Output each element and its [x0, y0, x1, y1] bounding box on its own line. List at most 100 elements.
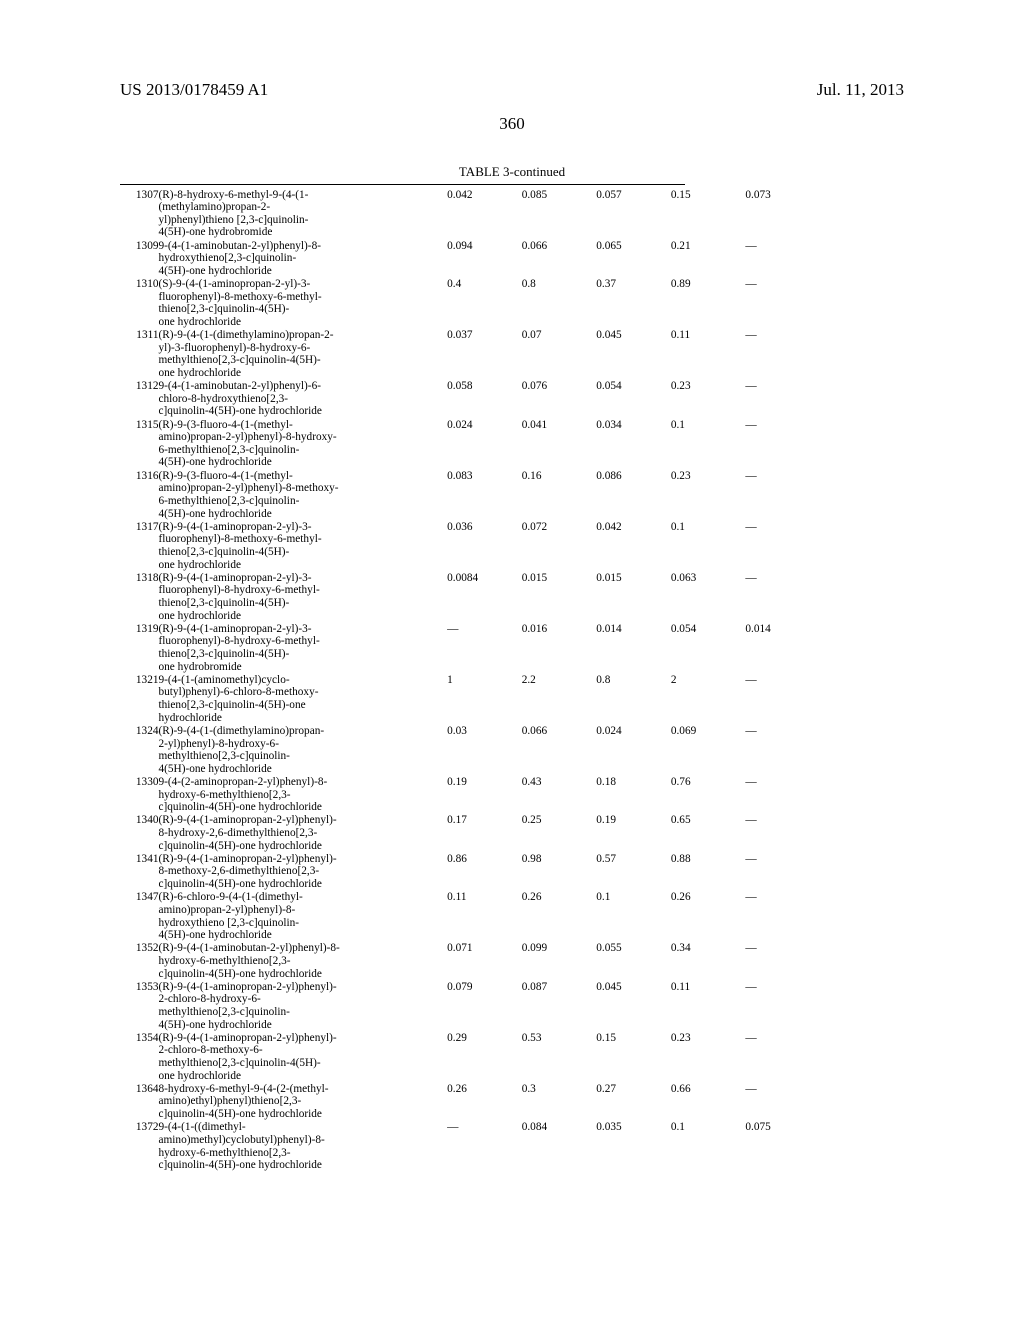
value-cell: 0.16	[522, 469, 597, 520]
compound-id: 1353	[120, 980, 158, 1031]
value-cell: 0.024	[596, 724, 671, 775]
value-cell: 0.045	[596, 980, 671, 1031]
value-cell: 0.23	[671, 469, 746, 520]
value-cell: 0.014	[596, 622, 671, 673]
value-cell: 0.083	[447, 469, 522, 520]
compound-id: 1354	[120, 1031, 158, 1082]
value-cell: 0.8	[522, 277, 597, 328]
compound-name-line: 2-chloro-8-methoxy-6-	[158, 1044, 447, 1057]
compound-name-line: c]quinolin-4(5H)-one hydrochloride	[158, 1159, 447, 1172]
value-cell: 0.88	[671, 852, 746, 890]
value-cell: 0.21	[671, 239, 746, 277]
value-cell: 0.072	[522, 520, 597, 571]
compound-id: 1310	[120, 277, 158, 328]
value-cell: 0.024	[447, 418, 522, 469]
value-cell: 0.087	[522, 980, 597, 1031]
compound-name: 9-(4-(1-aminobutan-2-yl)phenyl)-6-chloro…	[158, 380, 447, 418]
value-cell: 0.075	[745, 1121, 820, 1172]
table-row: 1319(R)-9-(4-(1-aminopropan-2-yl)-3-fluo…	[120, 622, 820, 673]
table-row: 13099-(4-(1-aminobutan-2-yl)phenyl)-8-hy…	[120, 239, 820, 277]
compound-name-line: 9-(4-(1-(aminomethyl)cyclo-	[158, 674, 447, 687]
value-cell: 0.063	[671, 571, 746, 622]
value-cell: —	[745, 673, 820, 724]
compound-name-line: amino)propan-2-yl)phenyl)-8-hydroxy-	[158, 431, 447, 444]
compound-name: (R)-9-(4-(1-(dimethylamino)propan-2-yl)p…	[158, 724, 447, 775]
value-cell: 0.26	[447, 1082, 522, 1120]
table-row: 1354(R)-9-(4-(1-aminopropan-2-yl)phenyl)…	[120, 1031, 820, 1082]
compound-name-line: chloro-8-hydroxythieno[2,3-	[158, 393, 447, 406]
table-row: 1352(R)-9-(4-(1-aminobutan-2-yl)phenyl)-…	[120, 942, 820, 980]
value-cell: —	[745, 814, 820, 852]
compound-name-line: (R)-9-(3-fluoro-4-(1-(methyl-	[158, 470, 447, 483]
value-cell: —	[745, 571, 820, 622]
compound-name: (R)-9-(4-(1-aminopropan-2-yl)-3-fluoroph…	[158, 520, 447, 571]
compound-id: 1316	[120, 469, 158, 520]
value-cell: 0.15	[671, 188, 746, 239]
compound-name: (R)-8-hydroxy-6-methyl-9-(4-(1-(methylam…	[158, 188, 447, 239]
value-cell: —	[745, 891, 820, 942]
value-cell: 0.53	[522, 1031, 597, 1082]
compound-name-line: thieno[2,3-c]quinolin-4(5H)-	[158, 648, 447, 661]
compound-id: 1324	[120, 724, 158, 775]
value-cell: 0.054	[671, 622, 746, 673]
value-cell: —	[745, 520, 820, 571]
compound-name-line: one hydrochloride	[158, 367, 447, 380]
compound-name: (R)-9-(4-(1-aminopropan-2-yl)phenyl)-8-m…	[158, 852, 447, 890]
compound-name-line: 6-methylthieno[2,3-c]quinolin-	[158, 495, 447, 508]
compound-name-line: amino)ethyl)phenyl)thieno[2,3-	[158, 1095, 447, 1108]
compound-name-line: c]quinolin-4(5H)-one hydrochloride	[158, 801, 447, 814]
compound-id: 1330	[120, 775, 158, 813]
value-cell: 0.98	[522, 852, 597, 890]
compound-id: 1364	[120, 1082, 158, 1120]
compound-name: (R)-9-(4-(1-(dimethylamino)propan-2-yl)-…	[158, 329, 447, 380]
compound-name-line: one hydrochloride	[158, 1070, 447, 1083]
value-cell: 0.29	[447, 1031, 522, 1082]
value-cell: —	[745, 942, 820, 980]
compound-name-line: thieno[2,3-c]quinolin-4(5H)-	[158, 546, 447, 559]
compound-name-line: c]quinolin-4(5H)-one hydrochloride	[158, 840, 447, 853]
compound-id: 1307	[120, 188, 158, 239]
value-cell: 0.041	[522, 418, 597, 469]
table-row: 13309-(4-(2-aminopropan-2-yl)phenyl)-8-h…	[120, 775, 820, 813]
value-cell: 0.66	[671, 1082, 746, 1120]
patent-page: US 2013/0178459 A1 Jul. 11, 2013 360 TAB…	[0, 0, 1024, 1320]
value-cell: 0.071	[447, 942, 522, 980]
table-row: 1353(R)-9-(4-(1-aminopropan-2-yl)phenyl)…	[120, 980, 820, 1031]
value-cell: 0.045	[596, 329, 671, 380]
compound-name-line: c]quinolin-4(5H)-one hydrochloride	[158, 1108, 447, 1121]
value-cell: 0.086	[596, 469, 671, 520]
value-cell: 0.055	[596, 942, 671, 980]
value-cell: —	[745, 329, 820, 380]
value-cell: 0.37	[596, 277, 671, 328]
compound-name-line: (R)-9-(4-(1-aminopropan-2-yl)-3-	[158, 572, 447, 585]
compound-name-line: yl)phenyl)thieno [2,3-c]quinolin-	[158, 214, 447, 227]
table-top-rule	[120, 184, 685, 185]
value-cell: 0.073	[745, 188, 820, 239]
value-cell: —	[745, 980, 820, 1031]
compound-name-line: 4(5H)-one hydrochloride	[158, 1019, 447, 1032]
value-cell: 0.0084	[447, 571, 522, 622]
value-cell: 0.3	[522, 1082, 597, 1120]
compound-name-line: thieno[2,3-c]quinolin-4(5H)-one	[158, 699, 447, 712]
value-cell: 0.015	[596, 571, 671, 622]
value-cell: 0.076	[522, 380, 597, 418]
value-cell: 0.17	[447, 814, 522, 852]
compound-name-line: methylthieno[2,3-c]quinolin-	[158, 750, 447, 763]
compound-name-line: methylthieno[2,3-c]quinolin-4(5H)-	[158, 354, 447, 367]
value-cell: 0.34	[671, 942, 746, 980]
compound-id: 1311	[120, 329, 158, 380]
compound-id: 1372	[120, 1121, 158, 1172]
value-cell: —	[745, 418, 820, 469]
compound-name-line: (R)-6-chloro-9-(4-(1-(dimethyl-	[158, 891, 447, 904]
compound-name-line: fluorophenyl)-8-methoxy-6-methyl-	[158, 291, 447, 304]
value-cell: 0.07	[522, 329, 597, 380]
compound-name-line: 9-(4-(2-aminopropan-2-yl)phenyl)-8-	[158, 776, 447, 789]
value-cell: 0.26	[671, 891, 746, 942]
compound-name-line: 8-hydroxy-2,6-dimethylthieno[2,3-	[158, 827, 447, 840]
value-cell: 0.014	[745, 622, 820, 673]
value-cell: 0.054	[596, 380, 671, 418]
value-cell: —	[745, 380, 820, 418]
table-row: 1311(R)-9-(4-(1-(dimethylamino)propan-2-…	[120, 329, 820, 380]
value-cell: —	[745, 852, 820, 890]
value-cell: 0.1	[671, 520, 746, 571]
